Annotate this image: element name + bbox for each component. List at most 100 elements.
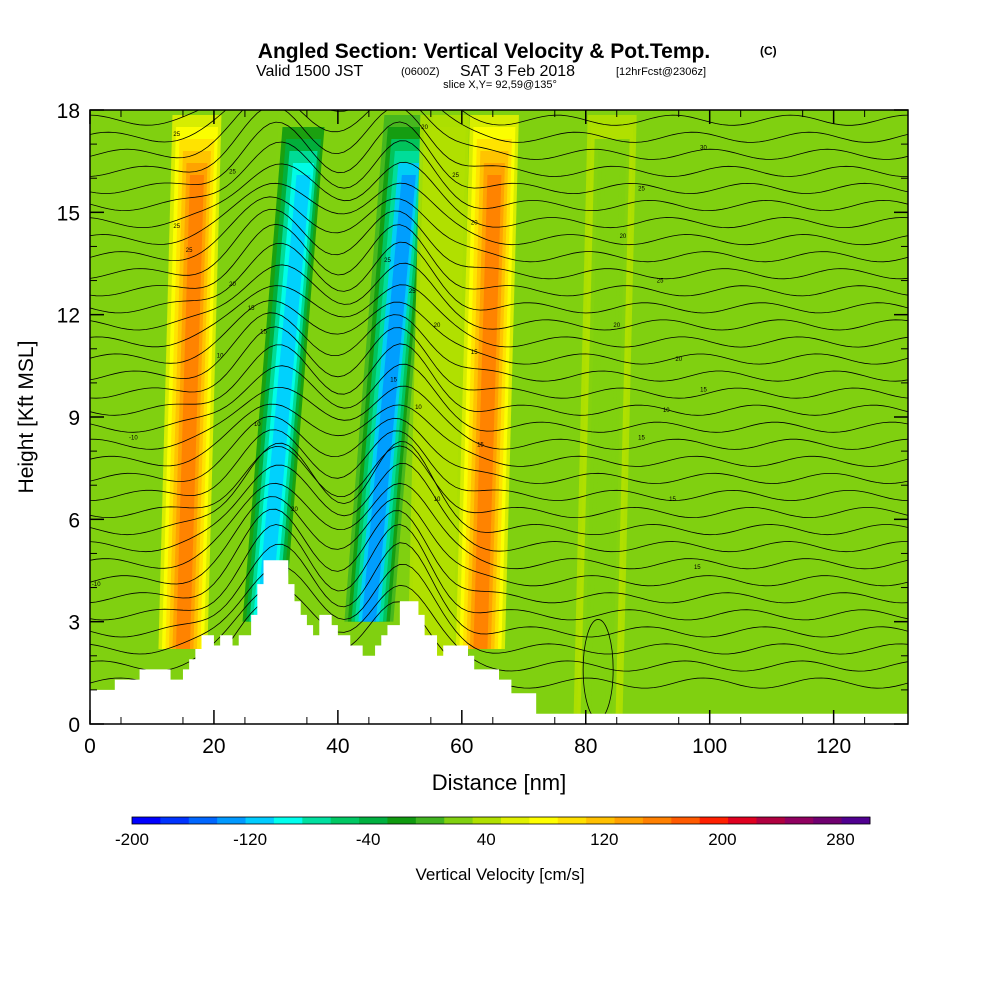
colorbar-swatch [188, 817, 218, 824]
contour-label: 25 [384, 258, 391, 264]
colorbar-swatch [501, 817, 530, 824]
velocity-band [591, 175, 620, 714]
isentrope-line [90, 121, 908, 195]
colorbar-swatch [359, 817, 388, 824]
isentrope-line [90, 300, 908, 365]
colorbar-swatch [245, 817, 275, 824]
contour-label: 20 [613, 323, 620, 329]
contour-label: 10 [434, 497, 441, 503]
isentrope-line [90, 241, 908, 314]
x-tick-label: 0 [84, 735, 96, 758]
potential-temperature-contours [90, 110, 908, 720]
valid-time: Valid 1500 JST [256, 63, 364, 80]
colorbar: -200 -120 -40 40 120 200 280 [115, 816, 871, 849]
contour-label: 25 [173, 132, 180, 138]
contour-label: 15 [700, 388, 707, 394]
isentrope-line [90, 223, 908, 297]
colorbar-swatch [699, 817, 729, 824]
isentrope-line [90, 312, 908, 382]
isentrope-line [90, 196, 908, 263]
chart-title: Angled Section: Vertical Velocity & Pot.… [258, 40, 710, 63]
contour-label: 15 [694, 565, 701, 571]
colorbar-tick-label: -40 [356, 830, 381, 849]
colorbar-swatch [132, 817, 161, 824]
valid-date: SAT 3 Feb 2018 [460, 63, 575, 80]
contour-label: -10 [92, 582, 101, 588]
isentrope-line [90, 208, 908, 280]
isentrope-line [90, 429, 908, 502]
colorbar-swatch [302, 817, 332, 824]
y-axis: 0 3 6 9 12 15 18 [57, 100, 908, 737]
slice-info: slice X,Y= 92,59@135° [443, 79, 557, 91]
contour-label: 10 [663, 408, 670, 414]
colorbar-label: Vertical Velocity [cm/s] [415, 865, 584, 884]
contour-label: 15 [477, 442, 484, 448]
isentrope-line [90, 415, 908, 484]
isentrope-line [90, 523, 908, 621]
forecast-info: [12hrFcst@2306z] [616, 66, 706, 78]
y-tick-label: 3 [68, 612, 80, 635]
isentrope-line [90, 343, 908, 416]
isentrope-line [90, 140, 908, 212]
plot-area: -10 -10 25 25 25 25 20 15 15 10 10 20 20 25 20 25 25 20 15… [90, 110, 908, 724]
isentrope-line [90, 463, 908, 553]
y-axis-label: Height [Kft MSL] [15, 341, 38, 494]
contour-label: 20 [471, 221, 478, 227]
colorbar-swatch [217, 817, 247, 824]
contour-label: 15 [471, 350, 478, 356]
contour-label: 20 [421, 125, 428, 131]
isentrope-line [90, 385, 908, 450]
isentrope-line [90, 110, 908, 126]
contour-label: 20 [620, 234, 627, 240]
colorbar-swatch [586, 817, 616, 824]
isentrope-line [90, 542, 908, 638]
contour-label: 25 [657, 279, 664, 285]
contour-label: 10 [415, 405, 422, 411]
colorbar-frame [131, 816, 871, 825]
isentrope-line [90, 508, 908, 604]
isentrope-line [90, 110, 908, 143]
contour-label: 10 [254, 422, 261, 428]
colorbar-tick-label: 40 [477, 830, 496, 849]
velocity-band [256, 175, 311, 622]
x-axis-label: Distance [nm] [432, 770, 567, 795]
y-tick-label: 9 [68, 407, 80, 430]
y-tick-label: 6 [68, 509, 80, 532]
colorbar-tick-label: 280 [826, 830, 854, 849]
isentrope-line [90, 363, 908, 433]
colorbar-swatch [841, 817, 871, 824]
contour-label: 25 [409, 289, 416, 295]
contour-label: 20 [675, 357, 682, 363]
contour-label: 25 [638, 186, 645, 192]
colorbar-swatch [671, 817, 701, 824]
isentrope-line [90, 110, 908, 160]
contour-label: 15 [638, 435, 645, 441]
colorbar-swatch [160, 817, 190, 824]
x-tick-label: 60 [450, 735, 473, 758]
colorbar-swatch [784, 817, 814, 824]
contour-label: 10 [217, 354, 224, 360]
isentrope-line [90, 445, 908, 519]
contour-label: 15 [390, 377, 397, 383]
colorbar-swatch [813, 817, 843, 824]
colorbar-swatch [387, 817, 417, 824]
y-tick-label: 18 [57, 100, 80, 123]
colorbar-swatch [273, 817, 303, 824]
colorbar-swatch [614, 817, 644, 824]
isentrope-line [90, 403, 908, 467]
y-tick-label: 0 [68, 714, 80, 737]
contour-label: 15 [260, 330, 267, 336]
isentrope-line [90, 182, 908, 246]
isentrope-line [90, 441, 908, 536]
isentrope-line [90, 563, 908, 655]
isentrope-line [90, 262, 908, 331]
colorbar-swatch [472, 817, 502, 824]
y-tick-label: 12 [57, 305, 80, 328]
contour-label: 15 [669, 497, 676, 503]
velocity-bands [158, 115, 637, 714]
contour-labels: -10 -10 25 25 25 25 20 15 15 10 10 20 20 25 20 25 25 20 15… [92, 125, 708, 588]
valid-utc: (0600Z) [401, 66, 440, 78]
isentrope-line [90, 284, 908, 348]
contour-label: 25 [173, 224, 180, 230]
